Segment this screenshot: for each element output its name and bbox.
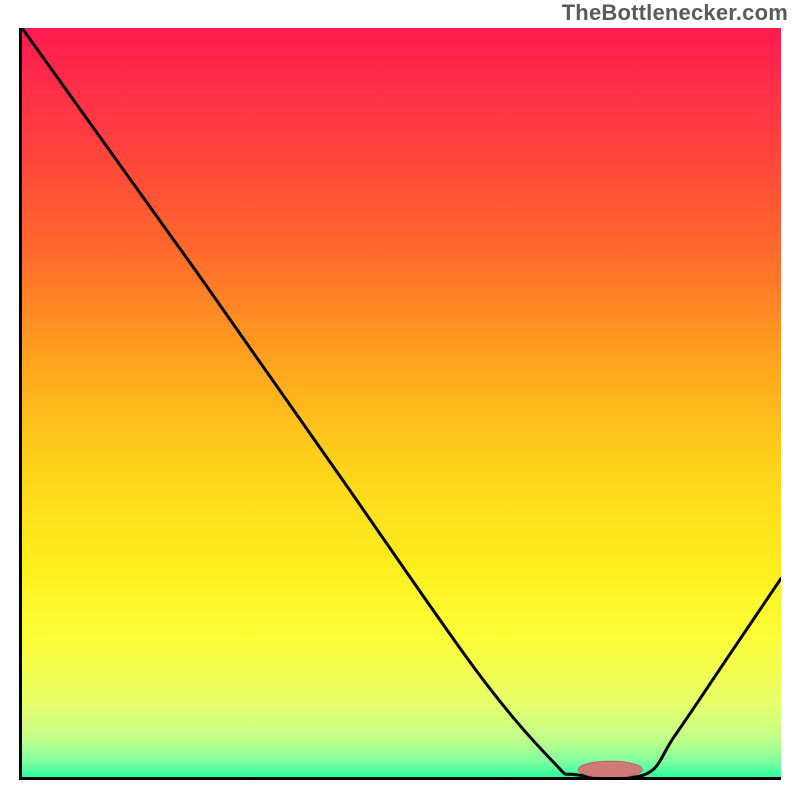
watermark-text: TheBottlenecker.com xyxy=(562,0,788,26)
background-gradient xyxy=(22,28,781,777)
chart-container: TheBottlenecker.com xyxy=(0,0,800,800)
plot-area xyxy=(19,28,781,780)
